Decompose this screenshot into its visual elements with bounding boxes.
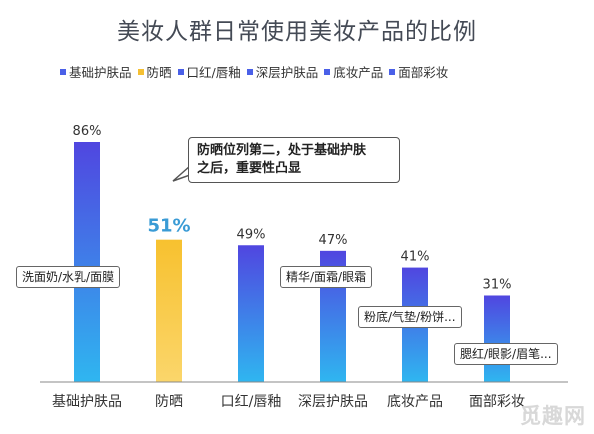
callout-box: 防晒位列第二，处于基础护肤 之后，重要性凸显 [188, 137, 400, 183]
bar-value-label: 86% [73, 124, 102, 139]
bar-note: 洗面奶/水乳/面膜 [16, 266, 121, 288]
legend-swatch [389, 68, 396, 75]
legend-swatch [177, 68, 184, 75]
bar [238, 245, 264, 382]
legend-label: 防晒 [146, 65, 172, 80]
x-tick-label: 底妆产品 [387, 394, 443, 410]
legend-label: 口红/唇釉 [186, 65, 241, 80]
legend: 基础护肤品 防晒 口红/唇釉 深层护肤品 底妆产品 面部彩妆 [60, 62, 448, 81]
callout-line-1: 防晒位列第二，处于基础护肤 [197, 143, 367, 158]
bar-value-label: 31% [483, 277, 512, 292]
legend-item: 底妆产品 [324, 62, 383, 81]
legend-swatch [324, 68, 331, 75]
bar-value-label: 51% [147, 216, 190, 237]
legend-label: 底妆产品 [333, 65, 384, 80]
bar [74, 142, 100, 382]
x-tick-label: 面部彩妆 [469, 394, 525, 410]
x-tick-label: 防晒 [155, 394, 183, 410]
legend-swatch [246, 68, 253, 75]
legend-item: 口红/唇釉 [177, 62, 241, 81]
legend-item: 基础护肤品 [60, 62, 132, 81]
legend-swatch [60, 68, 66, 75]
legend-item: 面部彩妆 [389, 62, 448, 81]
bar [484, 295, 510, 382]
legend-label: 深层护肤品 [255, 65, 319, 80]
bar-value-label: 41% [401, 250, 430, 265]
bar [156, 239, 182, 382]
legend-label: 面部彩妆 [398, 65, 449, 80]
bar-value-label: 49% [237, 227, 266, 242]
x-tick-label: 深层护肤品 [298, 394, 368, 410]
bar-value-label: 47% [319, 233, 348, 248]
callout-line-2: 之后，重要性凸显 [197, 161, 302, 176]
bar-note: 腮红/眼影/眉笔... [454, 343, 558, 365]
x-tick-label: 口红/唇釉 [221, 394, 282, 410]
bar-note: 粉底/气垫/粉饼... [358, 306, 462, 328]
chart-title: 美妆人群日常使用美妆产品的比例 [117, 19, 477, 45]
legend-item: 深层护肤品 [246, 62, 319, 81]
legend-label: 基础护肤品 [69, 65, 132, 80]
watermark-logo: 觅趣网 [520, 404, 586, 428]
legend-item: 防晒 [137, 62, 172, 81]
x-tick-label: 基础护肤品 [52, 393, 122, 410]
legend-swatch [137, 68, 144, 75]
bar-note: 精华/面霜/眼霜 [280, 266, 373, 288]
